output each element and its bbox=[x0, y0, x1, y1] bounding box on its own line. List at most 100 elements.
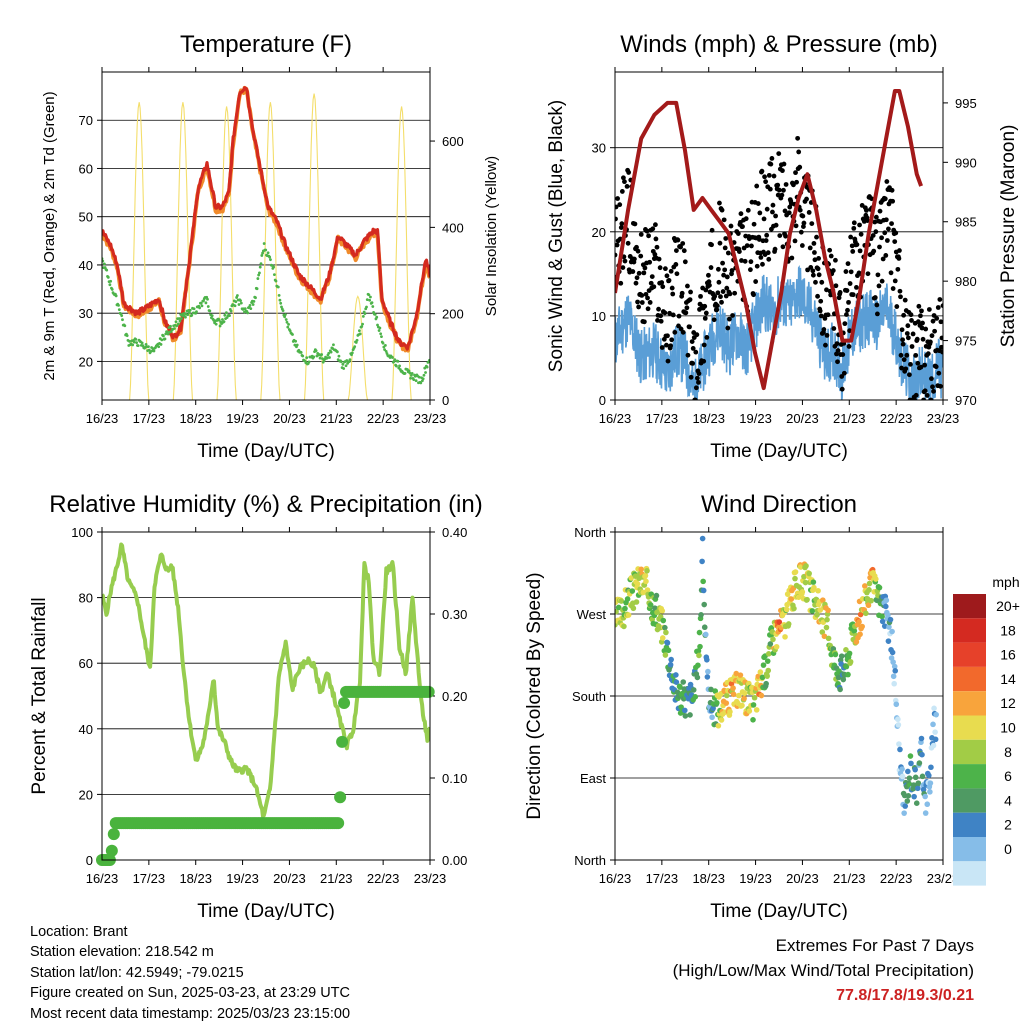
gust-point bbox=[636, 304, 642, 310]
gust-point bbox=[916, 303, 922, 309]
dewpoint-point bbox=[186, 313, 190, 317]
gust-point bbox=[767, 186, 773, 192]
gust-point bbox=[812, 250, 817, 255]
direction-point bbox=[843, 647, 849, 653]
dewpoint-point bbox=[288, 329, 292, 333]
dewpoint-point bbox=[237, 303, 241, 306]
gust-point bbox=[646, 233, 651, 239]
dewpoint-point bbox=[339, 360, 343, 364]
direction-point bbox=[857, 631, 863, 638]
direction-point bbox=[927, 780, 934, 786]
gust-point bbox=[664, 273, 670, 279]
gust-point bbox=[649, 274, 655, 279]
direction-point bbox=[843, 663, 850, 670]
direction-point bbox=[709, 714, 715, 721]
y-tick-label: 0 bbox=[599, 393, 606, 408]
direction-point bbox=[904, 798, 911, 804]
gust-point bbox=[727, 291, 733, 297]
gust-point bbox=[907, 372, 912, 378]
solar-series bbox=[172, 102, 194, 400]
gust-point bbox=[930, 384, 935, 390]
gust-point bbox=[725, 325, 731, 331]
gust-point bbox=[642, 265, 648, 271]
gust-point bbox=[845, 307, 850, 313]
gust-point bbox=[905, 323, 911, 329]
gust-point bbox=[652, 252, 658, 257]
direction-point bbox=[728, 680, 735, 687]
gust-point bbox=[844, 312, 849, 317]
gust-point bbox=[940, 349, 943, 355]
gust-point bbox=[879, 235, 884, 241]
dewpoint-point bbox=[370, 301, 374, 305]
dewpoint-point bbox=[202, 299, 205, 303]
dewpoint-point bbox=[341, 362, 345, 366]
direction-point bbox=[895, 716, 901, 723]
station-elevation: Station elevation: 218.542 m bbox=[30, 944, 214, 961]
gust-point bbox=[657, 265, 663, 271]
direction-point bbox=[733, 670, 740, 677]
gust-point bbox=[625, 240, 631, 246]
gust-point bbox=[669, 337, 675, 343]
gust-point bbox=[843, 269, 849, 274]
y2-tick-label: 0.20 bbox=[442, 689, 467, 704]
direction-point bbox=[859, 623, 865, 630]
y-tick-label: 20 bbox=[79, 787, 93, 802]
x-tick-label: 16/23 bbox=[86, 871, 119, 886]
gust-point bbox=[656, 306, 661, 312]
gust-point bbox=[655, 317, 660, 323]
dewpoint-point bbox=[252, 300, 256, 303]
dewpoint-point bbox=[258, 271, 261, 275]
gust-point bbox=[920, 336, 926, 342]
gust-point bbox=[702, 315, 708, 321]
gust-point bbox=[618, 280, 624, 286]
gust-point bbox=[658, 318, 664, 324]
gust-point bbox=[865, 218, 870, 224]
gust-point bbox=[722, 245, 728, 251]
direction-point bbox=[695, 662, 701, 669]
y2-tick-label: 0.30 bbox=[442, 607, 467, 622]
gust-point bbox=[797, 164, 803, 170]
dewpoint-point bbox=[157, 345, 161, 349]
gust-point bbox=[653, 222, 658, 228]
gust-point bbox=[845, 261, 851, 267]
gust-point bbox=[940, 303, 943, 309]
gust-point bbox=[814, 234, 819, 240]
dewpoint-point bbox=[424, 371, 427, 374]
direction-point bbox=[866, 580, 873, 587]
direction-point bbox=[820, 597, 826, 603]
gust-point bbox=[933, 364, 939, 370]
gust-point bbox=[890, 198, 896, 204]
dewpoint-point bbox=[327, 351, 331, 355]
gust-point bbox=[798, 229, 804, 235]
x-tick-label: 16/23 bbox=[599, 871, 632, 886]
direction-point bbox=[922, 793, 928, 800]
dewpoint-point bbox=[284, 313, 287, 316]
gust-point bbox=[758, 254, 764, 260]
dewpoint-point bbox=[354, 341, 358, 344]
gust-point bbox=[804, 196, 809, 202]
direction-point bbox=[905, 793, 912, 799]
y-tick-label: 60 bbox=[79, 656, 93, 671]
gust-point bbox=[813, 279, 818, 285]
gust-point bbox=[835, 348, 841, 353]
direction-point bbox=[764, 658, 771, 664]
direction-point bbox=[879, 618, 886, 625]
gust-point bbox=[872, 295, 878, 300]
dewpoint-point bbox=[285, 320, 289, 324]
gust-point bbox=[759, 168, 765, 174]
dewpoint-point bbox=[395, 364, 398, 368]
gust-point bbox=[873, 229, 879, 235]
solar-series bbox=[347, 295, 369, 400]
dewpoint-point bbox=[117, 308, 121, 312]
legend-swatch bbox=[953, 812, 986, 837]
direction-point bbox=[708, 686, 714, 693]
gust-point bbox=[846, 299, 851, 305]
direction-point bbox=[699, 558, 705, 565]
dewpoint-point bbox=[195, 310, 198, 314]
gust-point bbox=[723, 293, 729, 299]
gust-point bbox=[884, 179, 890, 184]
direction-point bbox=[710, 705, 716, 712]
x-axis-label: Time (Day/UTC) bbox=[710, 441, 848, 462]
gust-point bbox=[719, 207, 725, 213]
gust-point bbox=[783, 233, 788, 239]
